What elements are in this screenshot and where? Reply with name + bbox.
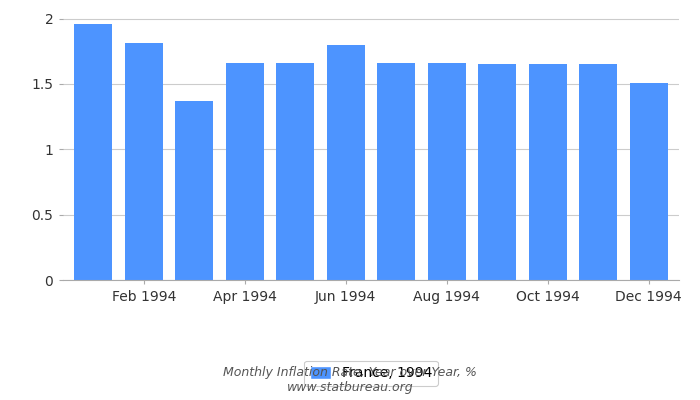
Bar — [125, 43, 162, 280]
Bar — [175, 101, 214, 280]
Bar — [276, 63, 314, 280]
Text: www.statbureau.org: www.statbureau.org — [287, 382, 413, 394]
Bar — [478, 64, 516, 280]
Legend: France, 1994: France, 1994 — [304, 360, 438, 386]
Bar — [226, 63, 264, 280]
Bar — [428, 63, 466, 280]
Bar — [580, 64, 617, 280]
Bar — [528, 64, 567, 280]
Text: Monthly Inflation Rate, Year over Year, %: Monthly Inflation Rate, Year over Year, … — [223, 366, 477, 379]
Bar — [630, 82, 668, 280]
Bar — [377, 63, 415, 280]
Bar — [74, 24, 112, 280]
Bar — [327, 45, 365, 280]
